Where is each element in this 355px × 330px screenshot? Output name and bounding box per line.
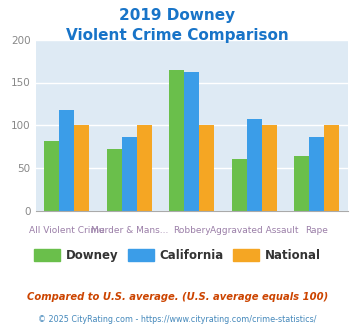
Bar (247, 118, 262, 211)
Bar (199, 125, 214, 211)
Legend: Downey, California, National: Downey, California, National (29, 244, 326, 266)
Text: Compared to U.S. average. (U.S. average equals 100): Compared to U.S. average. (U.S. average … (27, 292, 328, 302)
Text: Rape: Rape (305, 226, 328, 235)
Bar (107, 149, 122, 211)
Text: 2019 Downey: 2019 Downey (119, 8, 236, 23)
Bar (137, 125, 152, 211)
Bar (294, 156, 309, 211)
Text: Aggravated Assault: Aggravated Assault (210, 226, 299, 235)
Bar (262, 125, 277, 211)
Text: All Violent Crime: All Violent Crime (29, 226, 105, 235)
Bar (59, 110, 74, 211)
Bar (44, 141, 59, 211)
Bar (309, 137, 324, 211)
Bar (232, 159, 247, 211)
Bar (324, 125, 339, 211)
Bar (74, 125, 89, 211)
Bar (122, 137, 137, 211)
Text: Violent Crime Comparison: Violent Crime Comparison (66, 28, 289, 43)
Bar (184, 72, 199, 211)
Text: Robbery: Robbery (173, 226, 211, 235)
Text: © 2025 CityRating.com - https://www.cityrating.com/crime-statistics/: © 2025 CityRating.com - https://www.city… (38, 315, 317, 324)
Text: Murder & Mans...: Murder & Mans... (91, 226, 168, 235)
Bar (169, 70, 184, 211)
